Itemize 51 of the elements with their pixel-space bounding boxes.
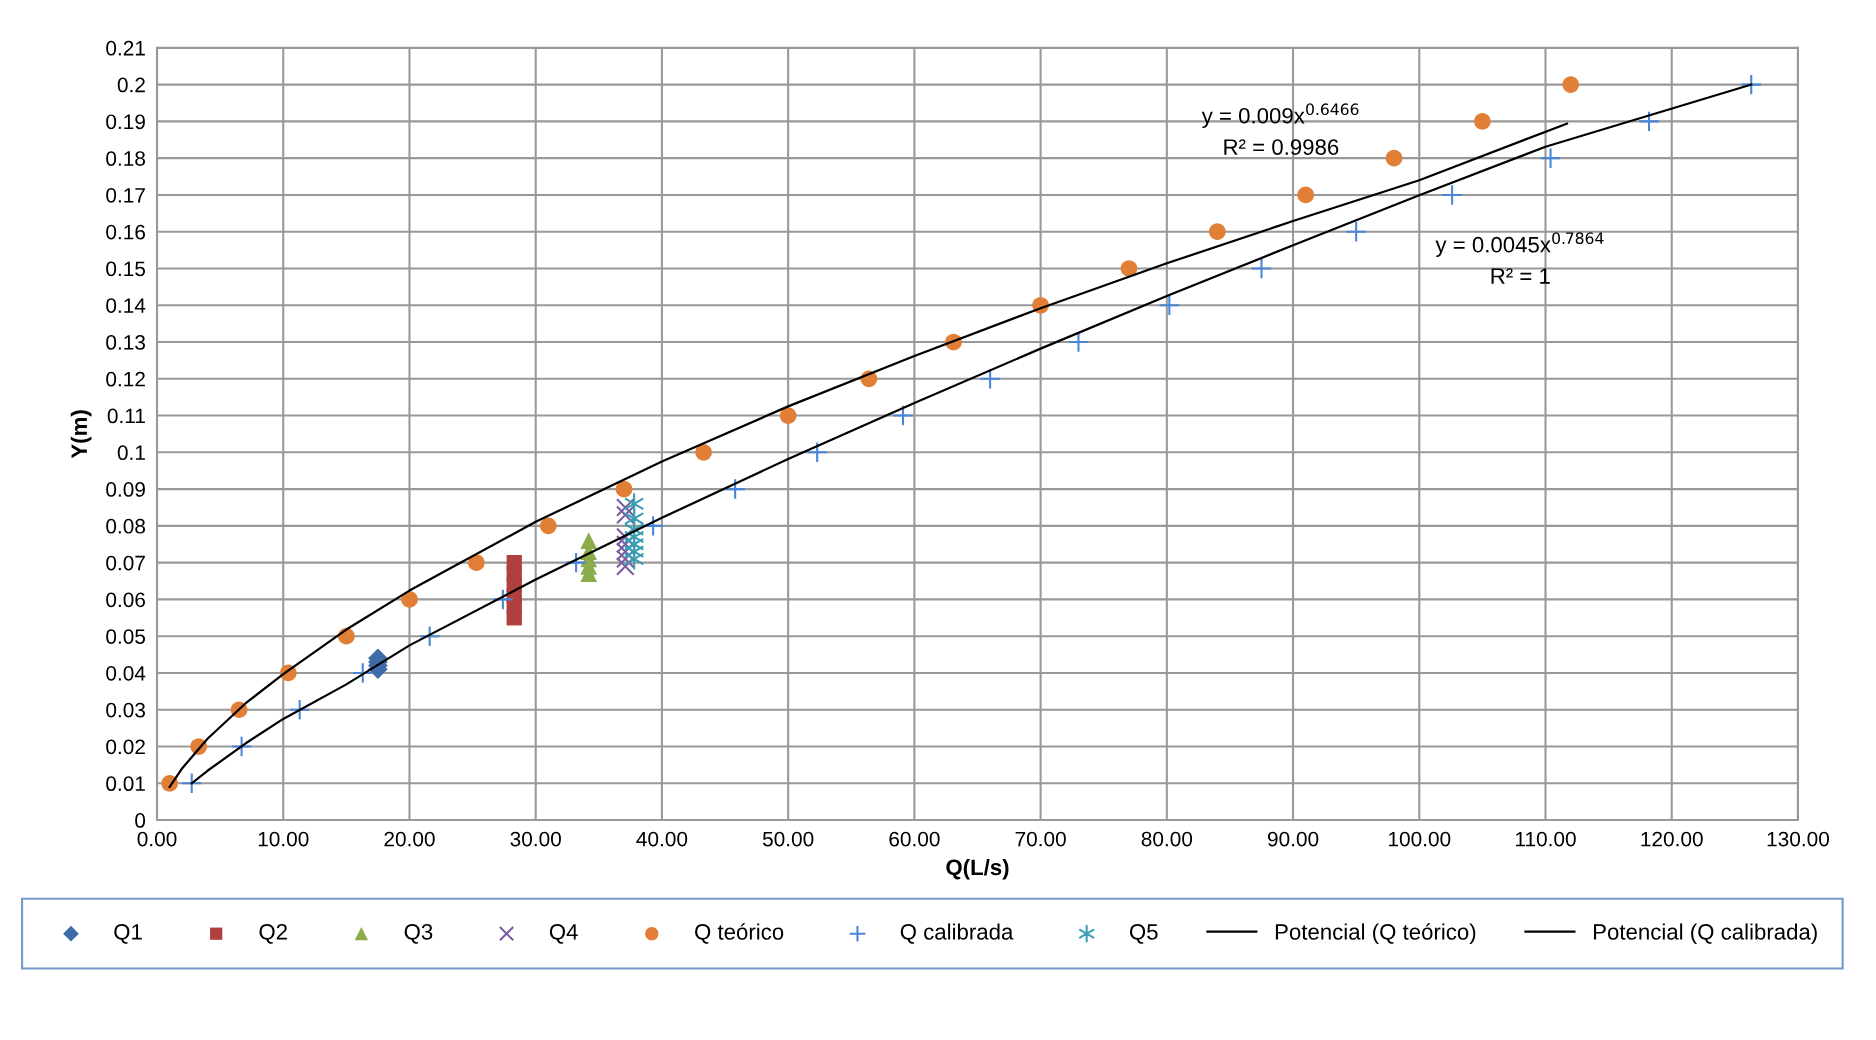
y-tick-label: 0.18 xyxy=(106,151,146,166)
y-tick-label: 0.11 xyxy=(107,408,145,424)
x-tick-label: 110.00 xyxy=(1516,831,1576,847)
x-tick-label: 10.00 xyxy=(258,831,309,847)
y-tick-label: 0 xyxy=(135,813,146,828)
x-tick-label: 0.00 xyxy=(137,831,177,847)
y-tick-label: 0.02 xyxy=(106,739,145,755)
y-tick-label: 0.2 xyxy=(117,77,145,93)
x-tick-label: 30.00 xyxy=(510,831,561,847)
y-tick-label: 0.15 xyxy=(106,261,146,277)
x-tick-label: 60.00 xyxy=(889,831,940,847)
y-tick-label: 0.09 xyxy=(106,482,145,497)
legend-label: Q3 xyxy=(404,924,433,944)
y-tick-label: 0.16 xyxy=(106,224,145,240)
legend-label: Q1 xyxy=(114,924,142,944)
x-tick-label: 90.00 xyxy=(1267,831,1319,847)
annotation: y = 0.0045x$^{0.7864}$ xyxy=(1435,232,1604,257)
x-tick-label: 20.00 xyxy=(384,831,435,847)
legend-label: Q4 xyxy=(549,924,578,944)
y-tick-label: 0.19 xyxy=(106,114,145,130)
y-tick-label: 0.06 xyxy=(106,592,145,608)
legend-label: Q teórico xyxy=(695,923,784,944)
y-tick-label: 0.12 xyxy=(106,371,145,387)
y-tick-label: 0.13 xyxy=(106,335,145,350)
x-tick-label: 120.00 xyxy=(1641,831,1703,847)
y-tick-label: 0.14 xyxy=(106,298,146,313)
x-tick-label: 40.00 xyxy=(636,831,688,847)
y-tick-label: 0.17 xyxy=(106,187,145,203)
x-tick-label: 70.00 xyxy=(1015,831,1066,847)
x-tick-label: 50.00 xyxy=(762,831,814,847)
y-tick-label: 0.05 xyxy=(106,629,146,644)
y-tick-label: 0.03 xyxy=(106,702,145,718)
legend-label: Potencial (Q calibrada) xyxy=(1594,923,1817,945)
y-axis-title: Y(m) xyxy=(70,410,92,459)
x-tick-label: 130.00 xyxy=(1767,831,1830,847)
y-tick-label: 0.01 xyxy=(106,776,145,792)
y-tick-label: 0.1 xyxy=(117,445,145,461)
y-tick-label: 0.07 xyxy=(106,555,145,571)
annotation: R² = 1 xyxy=(1491,268,1550,284)
y-tick-label: 0.04 xyxy=(106,665,146,681)
y-tick-label: 0.21 xyxy=(106,40,145,56)
x-axis-title: Q(L/s) xyxy=(946,858,1009,880)
legend-label: Q calibrada xyxy=(900,923,1014,944)
x-tick-label: 100.00 xyxy=(1389,831,1451,847)
legend-label: Q2 xyxy=(259,924,287,944)
legend-label: Potencial (Q teórico) xyxy=(1275,923,1476,945)
legend-label: Q5 xyxy=(1129,924,1158,944)
annotation: R² = 0.9986 xyxy=(1224,139,1339,155)
x-tick-label: 80.00 xyxy=(1141,831,1193,847)
y-tick-label: 0.08 xyxy=(106,518,146,534)
annotation: y = 0.009x$^{0.6466}$ xyxy=(1201,103,1359,129)
